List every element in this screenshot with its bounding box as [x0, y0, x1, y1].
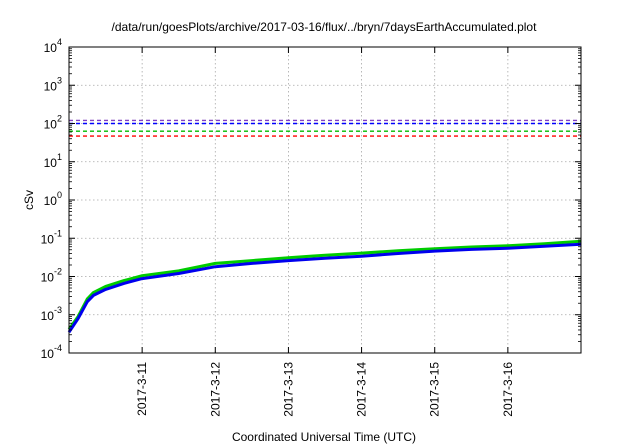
y-tick-exponent: 3 — [57, 75, 62, 85]
y-tick-label: 103 — [44, 75, 62, 93]
x-tick-labels: 2017-3-11 2017-3-12 2017-3-13 2017-3-14 2017… — [135, 362, 515, 417]
y-tick-label: 10-3 — [41, 305, 62, 323]
series-line — [67, 242, 582, 334]
y-tick-label: 101 — [44, 152, 62, 170]
x-tick-label: 2017-3-12 — [208, 362, 222, 417]
y-tick-label: 100 — [44, 190, 62, 208]
y-tick-exponent: -1 — [54, 228, 62, 238]
y-tick-exponent: 4 — [57, 37, 62, 47]
y-tick-exponent: -2 — [54, 267, 62, 277]
x-tick-label: 2017-3-15 — [428, 362, 442, 417]
chart-title: /data/run/goesPlots/archive/2017-03-16/f… — [112, 20, 538, 34]
y-tick-label: 104 — [44, 37, 62, 55]
x-tick-label: 2017-3-13 — [281, 362, 295, 417]
axis-ticks — [69, 46, 581, 354]
y-tick-label: 10-2 — [41, 267, 62, 285]
y-tick-exponent: 0 — [57, 190, 62, 200]
x-tick-label: 2017-3-14 — [355, 362, 369, 417]
y-tick-label: 10-4 — [41, 343, 62, 361]
y-tick-exponent: -4 — [54, 343, 62, 353]
series-lines — [67, 239, 582, 334]
y-tick-exponent: -3 — [54, 305, 62, 315]
y-tick-label: 102 — [44, 114, 62, 132]
x-axis-label: Coordinated Universal Time (UTC) — [232, 430, 416, 444]
series-line — [67, 239, 582, 331]
y-tick-label: 10-1 — [41, 228, 62, 246]
y-axis-label: cSv — [22, 190, 36, 210]
y-tick-exponent: 2 — [57, 114, 62, 124]
y-tick-exponent: 1 — [57, 152, 62, 162]
x-tick-label: 2017-3-11 — [135, 362, 149, 416]
threshold-lines — [69, 119, 581, 137]
grid — [69, 47, 581, 353]
x-tick-label: 2017-3-16 — [501, 362, 515, 417]
